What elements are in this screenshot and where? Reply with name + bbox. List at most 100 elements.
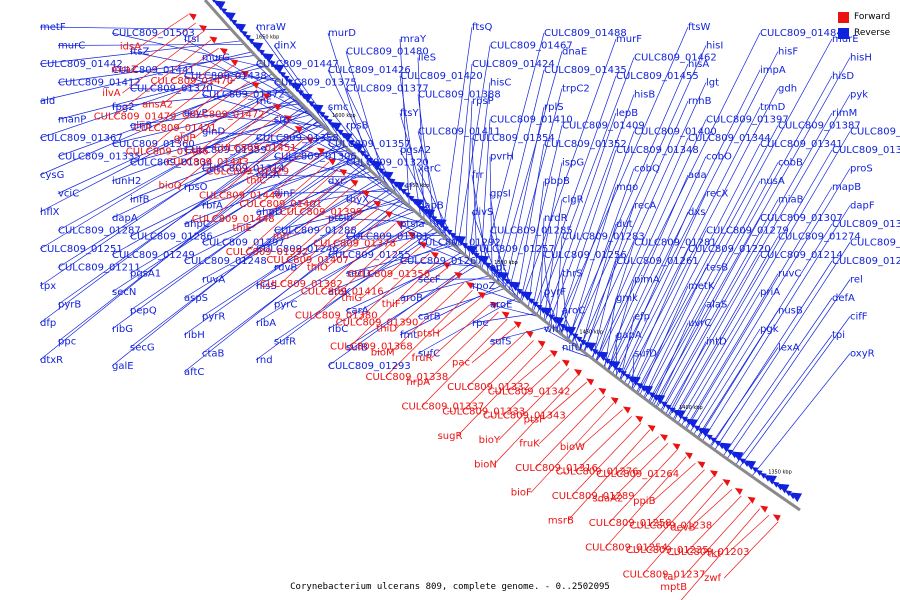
forward-callout-3 xyxy=(113,39,212,117)
reverse-label-160: secD xyxy=(346,269,371,280)
reverse-label-187: aroC xyxy=(562,306,585,317)
reverse-callout-5 xyxy=(399,38,410,207)
reverse-callout-146 xyxy=(183,167,368,262)
reverse-callout-205 xyxy=(129,166,367,348)
reverse-callout-84 xyxy=(57,77,277,157)
reverse-callout-100 xyxy=(327,180,417,213)
reverse-callout-43 xyxy=(508,88,563,292)
reverse-label-180: pyrB xyxy=(58,300,81,311)
reverse-callout-98 xyxy=(183,146,346,188)
forward-callout-41 xyxy=(466,333,526,388)
forward-feature-72 xyxy=(454,272,463,279)
reverse-feature-28 xyxy=(307,100,315,107)
position-tick-labels: 1650 kbp 1600 kbp 1550 kbp 1500 kbp 1450 kbp… xyxy=(256,35,792,476)
reverse-feature-116 xyxy=(648,392,656,398)
reverse-callout-129 xyxy=(615,211,689,377)
reverse-label-40: CULC809_01377 xyxy=(346,84,429,95)
reverse-label-216: dtxR xyxy=(40,355,63,366)
reverse-feature-54 xyxy=(403,192,411,198)
reverse-label-76: CULC809_01357 xyxy=(328,139,411,150)
forward-callout-22 xyxy=(286,192,363,261)
reverse-label-96: cysG xyxy=(40,170,64,181)
reverse-label-112: thyX xyxy=(346,195,369,206)
reverse-label-14: murG xyxy=(202,53,230,64)
reverse-feature-104 xyxy=(597,351,609,361)
forward-feature-87 xyxy=(513,321,522,329)
reverse-label-111: dinF xyxy=(274,189,295,200)
reverse-label-44: hisB xyxy=(634,90,655,101)
reverse-callout-55 xyxy=(504,106,545,289)
reverse-callout-109 xyxy=(129,124,324,200)
reverse-feature-3 xyxy=(220,8,228,14)
reverse-label-29: CULC809_01420 xyxy=(400,71,483,82)
reverse-callout-110 xyxy=(201,160,361,206)
reverse-feature-22 xyxy=(286,78,294,85)
reverse-feature-69 xyxy=(461,242,468,249)
reverse-callout-185 xyxy=(417,288,505,317)
reverse-callout-51 xyxy=(255,100,356,158)
forward-callout-8 xyxy=(201,81,250,115)
reverse-label-159: ruvB xyxy=(274,263,297,274)
reverse-feature-85 xyxy=(521,291,533,301)
reverse-feature-65 xyxy=(445,229,453,236)
reverse-feature-140 xyxy=(744,460,757,470)
reverse-callout-91 xyxy=(531,162,563,311)
legend-forward: Forward xyxy=(838,9,890,25)
reverse-callout-176 xyxy=(604,297,617,369)
reverse-callout-141 xyxy=(631,230,707,389)
forward-swatch xyxy=(838,11,849,23)
reverse-label-124: ptsIb xyxy=(328,213,353,224)
reverse-label-79: CULC809_01352 xyxy=(544,139,627,150)
reverse-callout-82 xyxy=(632,143,761,390)
forward-callout-21 xyxy=(292,185,355,237)
reverse-callout-124 xyxy=(327,217,428,223)
reverse-callout-61 xyxy=(129,103,302,126)
reverse-label-175: pyrF xyxy=(544,287,566,298)
reverse-callout-1 xyxy=(111,32,267,68)
reverse-callout-26 xyxy=(183,75,314,116)
reverse-label-189: alaS xyxy=(706,300,727,311)
reverse-callout-63 xyxy=(273,119,371,171)
reverse-callout-90 xyxy=(489,156,493,279)
reverse-callout-19 xyxy=(496,51,563,283)
reverse-label-201: uvrC xyxy=(688,318,711,329)
reverse-callout-115 xyxy=(543,199,563,321)
reverse-feature-98 xyxy=(575,336,583,343)
reverse-feature-55 xyxy=(407,195,415,202)
reverse-callout-211 xyxy=(561,347,592,359)
reverse-callout-23 xyxy=(653,57,851,406)
forward-label-49: fruK xyxy=(519,439,540,450)
forward-feature-33 xyxy=(305,136,314,144)
reverse-label-89: xerC xyxy=(418,164,441,175)
forward-callout-18 xyxy=(252,161,330,229)
reverse-feature-126 xyxy=(686,418,699,429)
forward-callout-10 xyxy=(185,97,266,163)
reverse-label-173: aroB xyxy=(400,293,423,304)
reverse-callout-132 xyxy=(57,98,298,231)
reverse-callout-121 xyxy=(111,121,320,219)
reverse-label-10: CULC809_01484 xyxy=(760,28,843,39)
reverse-label-68: CULC809_01400 xyxy=(634,127,717,138)
reverse-label-65: CULC809_01411 xyxy=(418,127,501,138)
reverse-label-114: gpsI xyxy=(490,189,511,200)
forward-label-45: CULC809_01343 xyxy=(483,411,566,422)
reverse-feature-143 xyxy=(759,472,767,479)
reverse-feature-13 xyxy=(252,42,264,52)
forward-callout-64 xyxy=(689,489,733,528)
reverse-label-181: pepQ xyxy=(130,306,157,317)
reverse-label-116: recA xyxy=(634,201,657,212)
reverse-feature-146 xyxy=(772,481,780,488)
forward-callout-33 xyxy=(396,275,456,329)
reverse-label-140: CULC809_01281 xyxy=(634,238,717,249)
reverse-label-170: aspS xyxy=(184,293,208,304)
reverse-label-60: manP xyxy=(58,115,86,126)
reverse-callout-168 xyxy=(39,106,305,287)
reverse-feature-145 xyxy=(765,475,777,485)
reverse-feature-99 xyxy=(579,339,587,346)
reverse-label-178: priA xyxy=(760,287,780,298)
reverse-label-98: rpsO xyxy=(184,182,208,193)
reverse-callout-143 xyxy=(714,242,851,451)
reverse-label-102: frr xyxy=(472,170,484,181)
reverse-label-25: CULC809_01441 xyxy=(112,65,195,76)
